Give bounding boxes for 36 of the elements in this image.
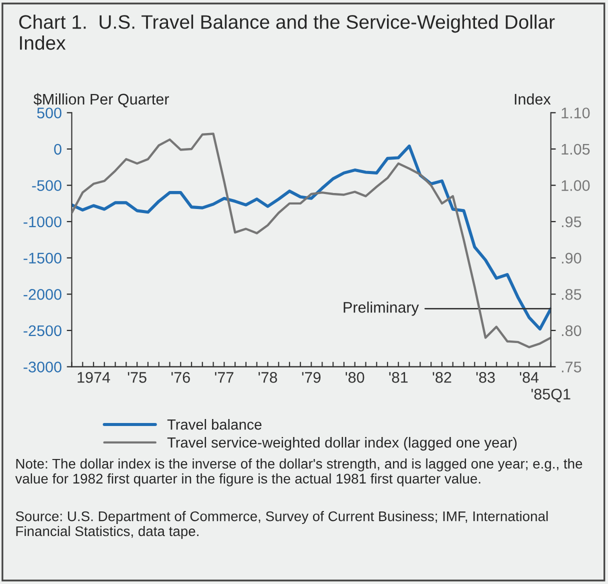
y2-tick-label: .80 (562, 325, 582, 336)
text: Note: The dollar index is the inverse of the dollar's strength, and is lagged one year; e.g., the value for 1982 first quarter in the figure is the actual 1981 first quarter value. (15, 458, 582, 486)
legend-label: Travel balance (167, 419, 262, 430)
annotation: Preliminary (344, 302, 419, 316)
x-tick-label: 1974 (78, 372, 110, 383)
x-tick-label: '79 (302, 372, 321, 383)
x-tick-label: '85Q1 (531, 388, 570, 402)
y2-tick-label: 1.05 (562, 144, 590, 155)
x-tick-label: '77 (215, 372, 234, 383)
x-tick-label: '82 (432, 372, 452, 383)
x-tick-label: '84 (520, 372, 539, 383)
y-tick-label: -2500 (24, 325, 62, 336)
x-tick-label: '76 (171, 372, 190, 383)
y2-tick-label: 1.00 (562, 180, 590, 191)
y-tick-label: -1500 (24, 252, 62, 264)
chart-title: Chart 1. U.S. Travel Balance and the Service-Weighted Dollar Index (19, 14, 555, 50)
y2-tick-label: .90 (562, 252, 582, 264)
y2-tick-label: .95 (562, 216, 582, 228)
y-tick-label: -500 (32, 180, 62, 191)
y-axis-title: $Million Per Quarter (34, 93, 170, 108)
y-tick-label: 0 (54, 144, 62, 155)
x-tick-label: '83 (476, 372, 495, 383)
x-tick-label: '81 (389, 372, 408, 383)
source-note: Source: U.S. Department of Commerce, Survey of Current Business; IMF, International Financial Statistics, data tape. (16, 511, 548, 539)
y-tick-label: 500 (37, 108, 62, 118)
x-tick-label: '78 (258, 372, 278, 383)
y2-tick-label: .75 (562, 362, 582, 372)
y2-tick-label: 1.10 (562, 108, 590, 118)
y2-axis-title: Index (514, 93, 551, 105)
y-tick-label: -1000 (24, 216, 62, 228)
legend-label: Travel service-weighted dollar index (lagged one year) (167, 436, 517, 451)
y-tick-label: -2000 (24, 289, 62, 300)
y-tick-label: -3000 (24, 362, 62, 372)
x-tick-label: '75 (128, 372, 146, 383)
x-tick-label: '80 (346, 372, 364, 383)
y2-tick-label: .85 (562, 289, 582, 300)
